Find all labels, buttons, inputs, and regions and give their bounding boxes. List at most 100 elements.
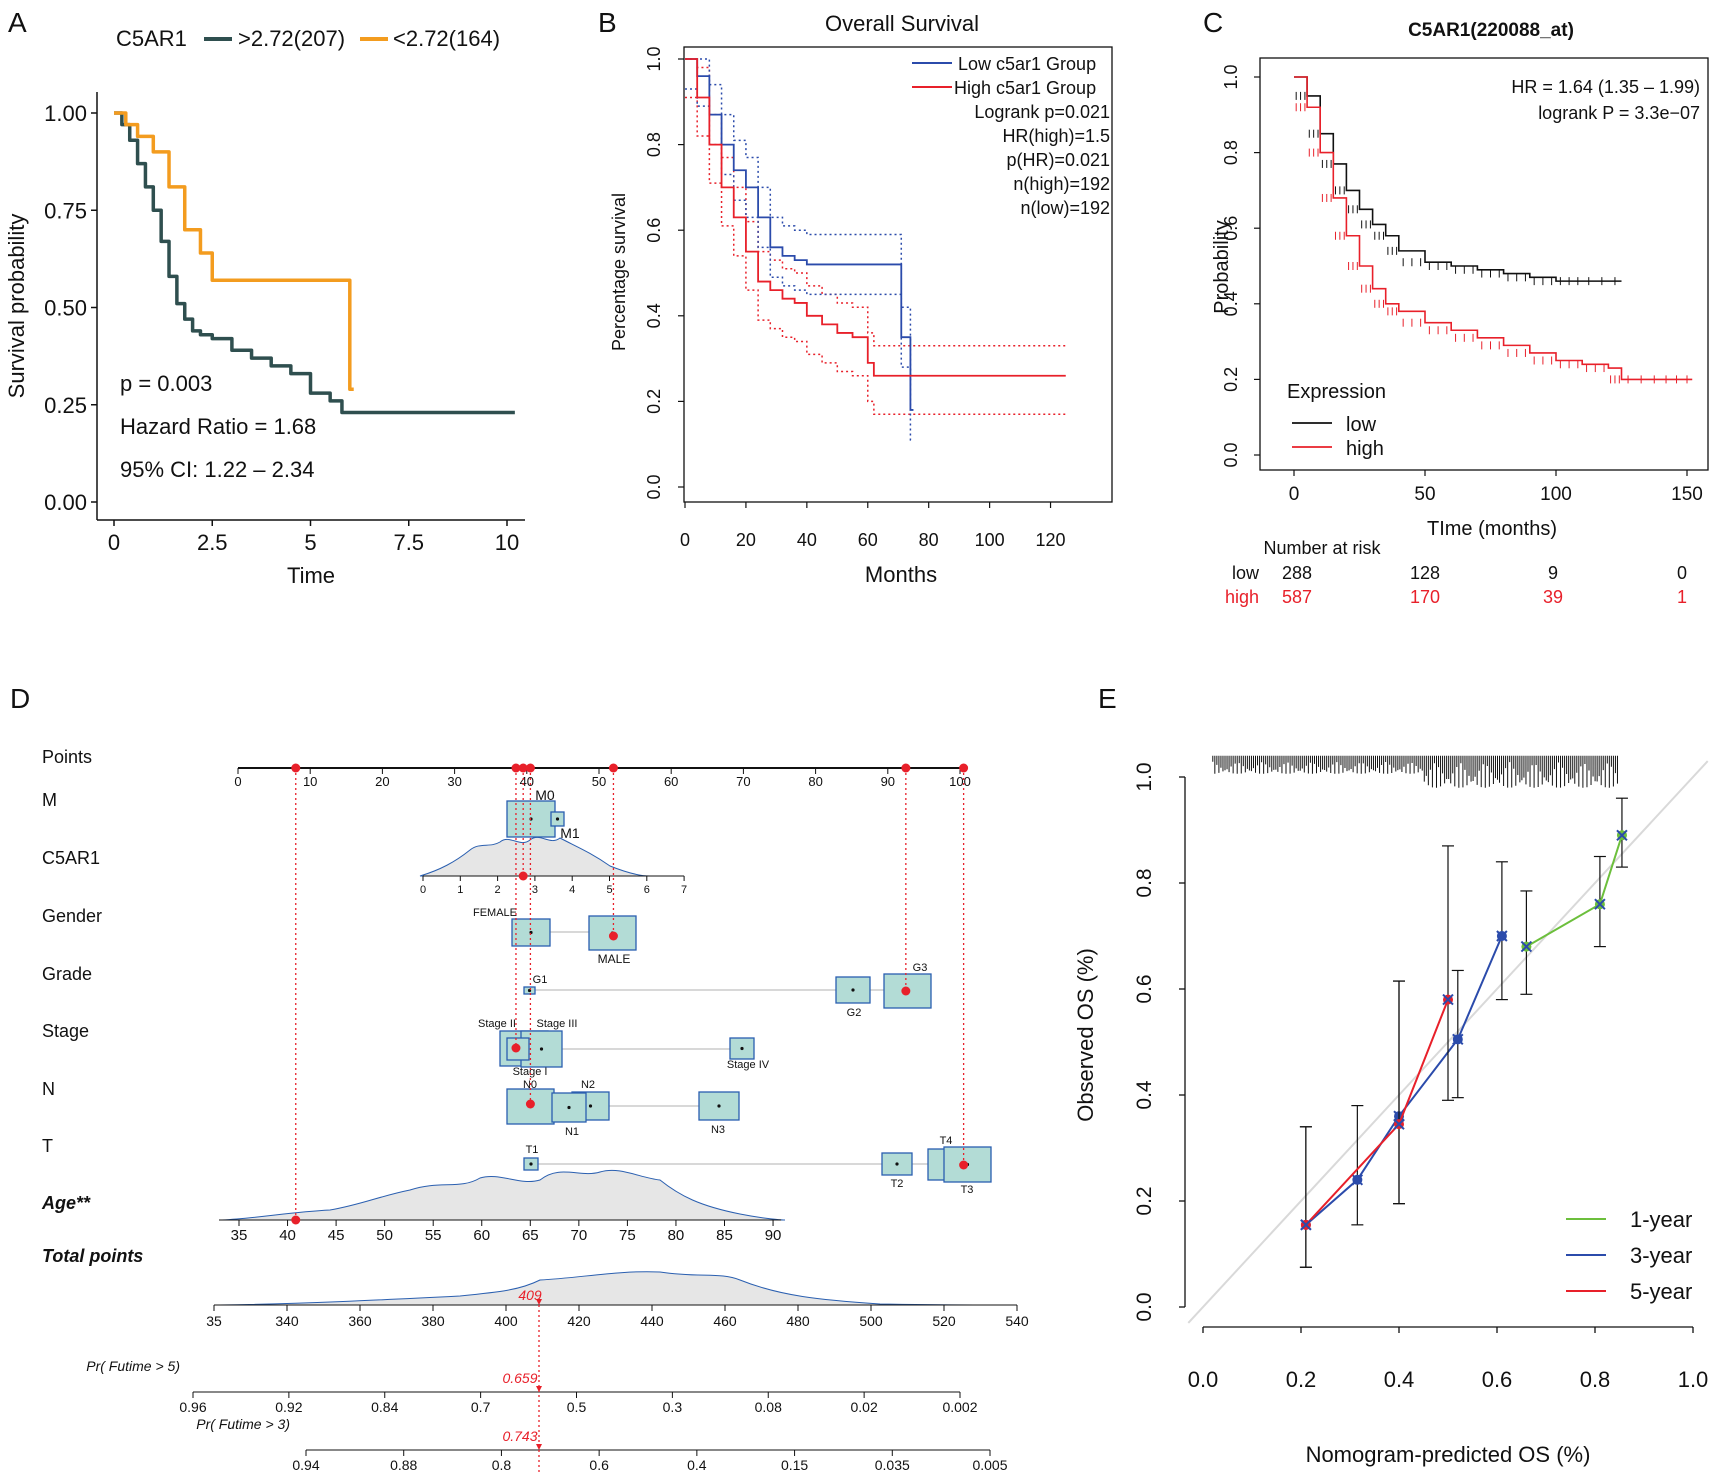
stat-hr-c: HR = 1.64 (1.35 – 1.99) xyxy=(1511,77,1700,97)
total-points-tick-label: 360 xyxy=(348,1313,372,1329)
points-tick-label: 70 xyxy=(736,774,750,789)
risk-row-label-c: low xyxy=(1232,563,1260,583)
prob-tick-label: 0.6 xyxy=(589,1457,609,1472)
x-label-e: Nomogram-predicted OS (%) xyxy=(1306,1442,1591,1467)
prob-tick-label: 0.88 xyxy=(390,1457,417,1472)
prob-tick-label: 0.15 xyxy=(781,1457,808,1472)
y-label-e: Observed OS (%) xyxy=(1073,948,1098,1122)
prob-tick-label: 0.96 xyxy=(179,1399,206,1415)
risk-value-c: 170 xyxy=(1410,587,1440,607)
total-points-tick-label: 480 xyxy=(786,1313,810,1329)
x-tick-label-b: 80 xyxy=(919,530,939,550)
label-g1: G1 xyxy=(533,974,548,986)
x-tick-label-c: 0 xyxy=(1289,484,1300,505)
calibration-plot-e: 0.0 0.2 0.4 0.6 0.8 1.0 0.0 0.2 0.4 0.6 0.8 1.0 xyxy=(1133,755,1709,1392)
panel-b-survival-plot: B Overall Survival 0.0 0.2 0.4 0.6 0.8 1.0 0 2… xyxy=(598,7,1113,587)
y-ticks-c: 0.0 0.2 0.4 0.6 0.8 1.0 xyxy=(1221,64,1260,468)
selected-point-dot xyxy=(518,871,528,881)
panel-label-b: B xyxy=(598,7,617,38)
points-tick-label: 90 xyxy=(881,774,895,789)
y-tick-label-b: 0.4 xyxy=(644,303,664,328)
label-male: MALE xyxy=(598,952,631,966)
survival-curve-a-0 xyxy=(114,111,515,415)
label-m1: M1 xyxy=(560,825,580,841)
c5ar1-tick-label: 3 xyxy=(532,884,538,896)
projection-arrow xyxy=(536,1299,542,1305)
y-tick-label-e: 0.2 xyxy=(1133,1186,1156,1215)
stat-hr-b: HR(high)=1.5 xyxy=(1002,126,1110,146)
stat-logrank-b: Logrank p=0.021 xyxy=(974,102,1110,122)
y-ticks-b: 0.0 0.2 0.4 0.6 0.8 1.0 xyxy=(644,46,684,500)
age-tick-label: 60 xyxy=(473,1227,490,1244)
survival-curve-c-0 xyxy=(1294,76,1622,282)
x-ticks-a: 0 2.5 5 7.5 10 xyxy=(108,520,519,555)
x-tick-label-e: 0.4 xyxy=(1384,1367,1415,1392)
points-tick-label: 40 xyxy=(520,774,534,789)
label-g3: G3 xyxy=(913,962,928,974)
x-tick-label-b: 60 xyxy=(858,530,878,550)
points-tick-label: 10 xyxy=(303,774,317,789)
box-t1-dot xyxy=(529,1162,533,1166)
survival-curves-a xyxy=(114,111,515,415)
prob-tick-label: 0.02 xyxy=(851,1399,878,1415)
y-tick-label-b: 1.0 xyxy=(644,46,664,71)
panel-c-survival-plot: C C5AR1(220088_at) 0.0 0.2 0.4 0.6 0.8 1.0 0 5… xyxy=(1203,7,1709,607)
calibration-cross xyxy=(1520,940,1533,953)
y-label-b: Percentage survival xyxy=(609,193,629,351)
legend-5year: 5-year xyxy=(1630,1279,1692,1304)
c5ar1-tick-label: 4 xyxy=(569,884,575,896)
plot-frame-c xyxy=(1259,57,1709,471)
stat-phr-b: p(HR)=0.021 xyxy=(1006,150,1110,170)
box-m1-dot xyxy=(555,817,560,821)
prob-tick-label: 0.5 xyxy=(567,1399,587,1415)
survival-curves-c xyxy=(1294,76,1693,384)
row-label-c5ar1: C5AR1 xyxy=(42,848,100,868)
risk-value-c: 1 xyxy=(1677,587,1687,607)
y-tick-label-c: 0.4 xyxy=(1221,291,1241,316)
survival-curve-a-1 xyxy=(114,111,354,391)
y-label-a: Survival probability xyxy=(4,214,29,399)
points-tick-label: 20 xyxy=(375,774,389,789)
ci-a: 95% CI: 1.22 – 2.34 xyxy=(120,457,314,482)
y-tick-label-e: 1.0 xyxy=(1133,762,1156,791)
y-tick-label-e: 0.6 xyxy=(1133,974,1156,1003)
c5ar1-tick-label: 6 xyxy=(644,884,650,896)
risk-value-c: 128 xyxy=(1410,563,1440,583)
panel-label-c: C xyxy=(1203,7,1223,38)
stat-nhigh-b: n(high)=192 xyxy=(1013,174,1110,194)
y-tick-label-e: 0.8 xyxy=(1133,868,1156,897)
x-tick-label-a: 10 xyxy=(495,530,519,555)
age-tick-label: 85 xyxy=(716,1227,733,1244)
legend-high-c: high xyxy=(1346,438,1384,460)
selected-point-dot xyxy=(959,1160,969,1170)
plot-frame-b xyxy=(683,46,1113,503)
label-n3: N3 xyxy=(711,1124,725,1136)
y-tick-label-c: 0.8 xyxy=(1221,140,1241,165)
x-tick-label-e: 1.0 xyxy=(1678,1367,1709,1392)
prob-tick-label: 0.08 xyxy=(755,1399,782,1415)
prob-tick-label: 0.005 xyxy=(972,1457,1007,1472)
panel-label-d: D xyxy=(10,683,30,714)
row-label-t: T xyxy=(42,1136,53,1156)
calibration-cross xyxy=(1452,1033,1464,1046)
x-tick-label-e: 0.0 xyxy=(1188,1367,1219,1392)
y-tick-label-e: 0.0 xyxy=(1133,1292,1156,1321)
selected-point-dot xyxy=(608,931,618,941)
calibration-line-0 xyxy=(1525,834,1623,948)
age-tick-label: 65 xyxy=(522,1227,539,1244)
row-label-n: N xyxy=(42,1079,55,1099)
points-tick-label: 0 xyxy=(234,774,241,789)
survival-curve-high-b xyxy=(685,58,1066,377)
total-points-tick-label: 380 xyxy=(421,1313,445,1329)
prob-tick-label: 0.92 xyxy=(275,1399,302,1415)
panel-label-e: E xyxy=(1098,683,1117,714)
prob-value: 0.659 xyxy=(502,1370,537,1386)
prob-value: 0.743 xyxy=(502,1428,537,1444)
label-t2: T2 xyxy=(891,1178,904,1190)
legend-title-a: C5AR1 xyxy=(116,26,187,51)
box-n3-dot xyxy=(717,1104,721,1108)
row-label-m: M xyxy=(42,790,57,810)
c5ar1-tick-label: 7 xyxy=(681,884,687,896)
risk-row-label-c: high xyxy=(1225,587,1259,607)
legend-title-c: Expression xyxy=(1287,381,1386,403)
